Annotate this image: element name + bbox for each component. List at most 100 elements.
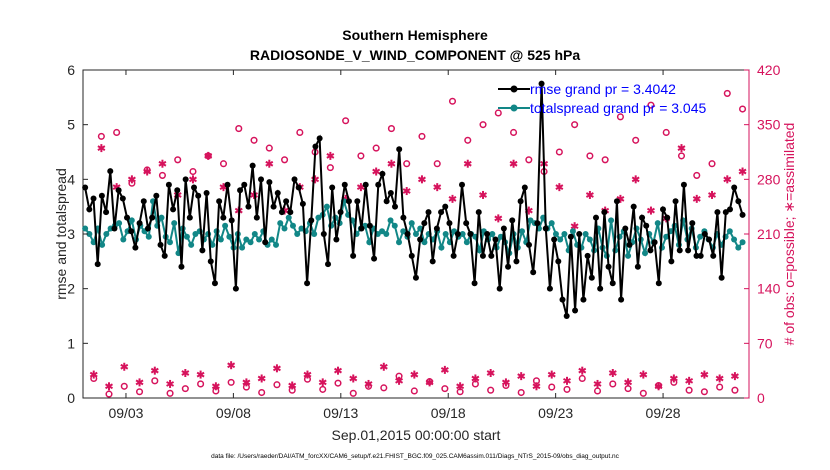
obs-assimilated-marker — [143, 167, 152, 176]
obs-assimilated-marker — [349, 374, 358, 383]
rmse-point — [299, 200, 306, 207]
obs-assimilated-marker — [708, 190, 717, 199]
obs-possible-marker — [265, 144, 273, 152]
obs-assimilated-marker — [532, 382, 541, 391]
rmse-point — [383, 198, 390, 205]
chart-subtitle: RADIOSONDE_V_WIND_COMPONENT @ 525 hPa — [250, 47, 580, 63]
obs-assimilated-marker — [501, 378, 510, 387]
rmse-point — [689, 220, 696, 227]
spread-point — [128, 217, 135, 224]
spread-point — [188, 241, 195, 248]
obs-assimilated-marker — [417, 175, 426, 184]
spread-point — [459, 231, 466, 237]
obs-possible-marker — [609, 380, 617, 388]
rmse-point — [253, 214, 260, 221]
rmse-point — [195, 192, 202, 199]
axes: 0 1 2 3 4 5 6 0 70 140 210 280 350 420 09/03 09/08 09/13… — [67, 62, 780, 421]
obs-possible-marker — [319, 385, 327, 393]
rmse-point — [559, 296, 566, 303]
rmse-point — [387, 190, 394, 196]
rmse-point — [634, 263, 641, 270]
rmse-point — [274, 190, 281, 196]
rmse-point — [517, 198, 524, 205]
x-tick-label: 09/08 — [216, 405, 251, 421]
spread-point — [663, 233, 670, 240]
obs-possible-marker — [601, 156, 609, 164]
obs-possible-marker — [181, 385, 189, 393]
obs-assimilated-marker — [440, 365, 449, 374]
obs-assimilated-marker — [738, 167, 747, 176]
spread-point — [396, 239, 403, 246]
obs-possible-marker — [135, 388, 144, 396]
y-tick-label: 3 — [67, 226, 75, 242]
obs-possible-marker — [716, 383, 724, 391]
rmse-point — [484, 231, 491, 237]
obs-possible-marker — [174, 156, 182, 164]
spread-point — [731, 236, 738, 243]
obs-possible-marker — [97, 132, 105, 140]
y-tick-label: 5 — [67, 117, 75, 133]
spread-point — [192, 231, 199, 237]
rmse-point — [153, 192, 160, 199]
rmse-point — [308, 217, 315, 224]
obs-possible-marker — [593, 387, 602, 395]
obs-assimilated-marker — [486, 369, 495, 378]
obs-assimilated-marker — [631, 175, 640, 184]
obs-possible-marker — [258, 388, 266, 397]
rmse-point — [379, 170, 386, 177]
rmse-point — [262, 239, 269, 246]
obs-possible-marker — [464, 136, 472, 144]
obs-assimilated-marker — [463, 159, 472, 168]
obs-possible-marker — [189, 167, 197, 176]
spread-point — [99, 241, 106, 248]
obs-assimilated-marker — [685, 376, 694, 385]
rmse-point — [144, 225, 151, 232]
obs-possible-marker — [487, 386, 495, 394]
rmse-point — [706, 236, 713, 243]
obs-assimilated-marker — [318, 378, 327, 387]
rmse-point — [597, 285, 604, 292]
obs-assimilated-marker — [265, 159, 274, 168]
rmse-point — [496, 285, 503, 292]
spread-point — [226, 233, 233, 240]
rmse-point — [429, 258, 436, 265]
spread-point — [408, 220, 415, 227]
obs-assimilated-marker — [593, 379, 602, 388]
obs-assimilated-marker — [700, 370, 709, 379]
obs-assimilated-marker — [692, 194, 701, 203]
rmse-point — [245, 203, 252, 210]
legend-rmse-label: rmse grand pr = 3.4042 — [530, 81, 676, 97]
obs-possible-marker — [219, 160, 228, 168]
rmse-point — [191, 184, 198, 191]
spread-point — [739, 239, 746, 246]
rmse-point — [199, 247, 206, 254]
x-tick-label: 09/03 — [108, 405, 143, 421]
spread-point — [116, 220, 123, 227]
obs-assimilated-marker — [585, 190, 594, 199]
rmse-point — [668, 258, 675, 265]
obs-possible-marker — [166, 389, 174, 397]
spread-point — [519, 228, 526, 235]
obs-possible-marker — [662, 128, 670, 137]
rmse-point — [237, 187, 244, 194]
obs-assimilated-marker — [471, 374, 480, 383]
rmse-point — [211, 280, 218, 287]
spread-point — [421, 239, 428, 246]
rmse-point — [580, 296, 587, 303]
spread-point — [697, 233, 704, 240]
rmse-point — [94, 261, 101, 268]
rmse-point — [572, 307, 579, 314]
obs-assimilated-marker — [326, 151, 335, 160]
obs-assimilated-marker — [372, 167, 381, 176]
footnote: data file: /Users/raeder/DAI/ATM_forcXX/… — [211, 453, 620, 460]
spread-point — [391, 222, 398, 229]
rmse-point — [701, 231, 708, 237]
obs-assimilated-marker — [517, 372, 526, 381]
rmse-point — [132, 244, 139, 251]
y-tick-label: 6 — [67, 62, 75, 78]
rmse-point — [726, 206, 733, 213]
obs-assimilated-marker — [402, 187, 411, 196]
obs-assimilated-marker — [379, 362, 388, 371]
rmse-point — [174, 187, 181, 194]
